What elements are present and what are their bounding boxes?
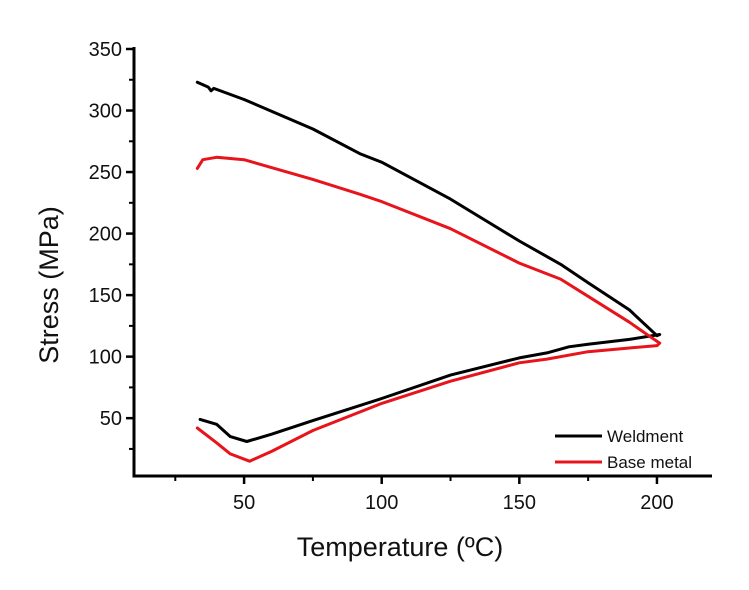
legend-label-base-metal: Base metal [607,453,692,472]
legend-label-weldment: Weldment [607,427,683,446]
x-tick-label: 200 [640,492,673,514]
y-axis-title: Stress (MPa) [34,206,64,364]
x-tick-label: 50 [233,492,255,514]
x-axis-title: Temperature (ºC) [297,532,503,562]
series-line-weldment [195,80,662,443]
y-tick-label: 200 [89,224,122,246]
y-tick-label: 350 [89,39,122,61]
y-tick-label: 300 [89,101,122,123]
y-tick-label: 250 [89,162,122,184]
series-line-base-metal [195,155,662,463]
x-tick-label: 100 [365,492,398,514]
y-tick-label: 50 [100,408,122,430]
y-tick-label: 150 [89,285,122,307]
legend: Weldment Base metal [555,427,692,472]
y-tick-label: 100 [89,347,122,369]
x-tick-label: 150 [503,492,536,514]
